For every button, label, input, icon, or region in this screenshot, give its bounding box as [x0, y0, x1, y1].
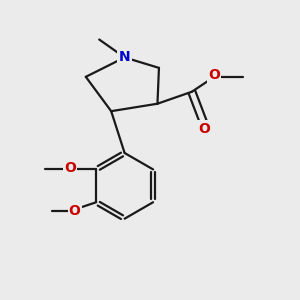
Text: N: N [119, 50, 130, 64]
Text: O: O [64, 161, 76, 175]
Text: O: O [198, 122, 210, 136]
Text: O: O [208, 68, 220, 82]
Text: O: O [69, 204, 81, 218]
